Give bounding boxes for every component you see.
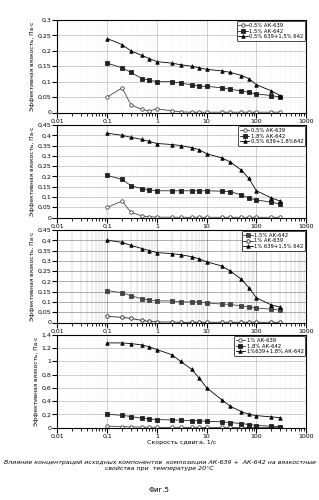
Y-axis label: Эффективная вязкость, Па·с: Эффективная вязкость, Па·с <box>30 232 35 321</box>
Legend: 0,5% АК-639, 1,5% АК-642, 0,5% 639+1,5% 642: 0,5% АК-639, 1,5% АК-642, 0,5% 639+1,5% … <box>237 21 305 41</box>
Legend: 0,5% АК-639, 1,8% АК-642, 0,5% 639+1,8%642: 0,5% АК-639, 1,8% АК-642, 0,5% 639+1,8%6… <box>238 126 305 146</box>
X-axis label: Скорость сдвига, 1/с: Скорость сдвига, 1/с <box>147 125 217 130</box>
X-axis label: Скорость сдвига, 1/с: Скорость сдвига, 1/с <box>147 335 217 340</box>
Legend: 1% АК-639, 1,8% АК-642, 1%639+1,8% АК-642: 1% АК-639, 1,8% АК-642, 1%639+1,8% АК-64… <box>234 336 305 356</box>
Y-axis label: Эффективная вязкость, Па·с: Эффективная вязкость, Па·с <box>30 126 35 216</box>
X-axis label: Скорость сдвига, 1/с: Скорость сдвига, 1/с <box>147 230 217 235</box>
Legend: 1,5% АК-642, 1% АК-639, 1% 639+1,5% 642: 1,5% АК-642, 1% АК-639, 1% 639+1,5% 642 <box>241 231 305 251</box>
Y-axis label: Эффективная вязкость, Па·с: Эффективная вязкость, Па·с <box>33 336 39 426</box>
Y-axis label: Эффективная вязкость, Па·с: Эффективная вязкость, Па·с <box>30 22 35 111</box>
Text: Влияние концентраций исходных компонентов  композиции АК-639 +  АК-642 на вязкос: Влияние концентраций исходных компоненто… <box>4 460 315 471</box>
Text: Фиг.5: Фиг.5 <box>149 488 170 494</box>
X-axis label: Скорость сдвига, 1/с: Скорость сдвига, 1/с <box>147 440 217 445</box>
